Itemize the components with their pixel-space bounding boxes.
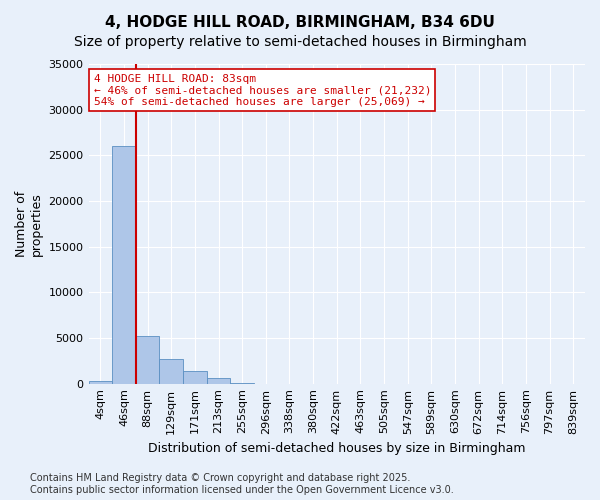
Bar [112, 146, 136, 384]
Bar [89, 381, 112, 384]
Text: 4 HODGE HILL ROAD: 83sqm
← 46% of semi-detached houses are smaller (21,232)
54% : 4 HODGE HILL ROAD: 83sqm ← 46% of semi-d… [94, 74, 431, 107]
Bar [230, 383, 254, 384]
Bar [183, 371, 207, 384]
Bar [207, 378, 230, 384]
X-axis label: Distribution of semi-detached houses by size in Birmingham: Distribution of semi-detached houses by … [148, 442, 526, 455]
Text: Size of property relative to semi-detached houses in Birmingham: Size of property relative to semi-detach… [74, 35, 526, 49]
Bar [160, 359, 183, 384]
Y-axis label: Number of
properties: Number of properties [15, 190, 43, 257]
Bar [136, 336, 160, 384]
Text: Contains HM Land Registry data © Crown copyright and database right 2025.
Contai: Contains HM Land Registry data © Crown c… [30, 474, 454, 495]
Text: 4, HODGE HILL ROAD, BIRMINGHAM, B34 6DU: 4, HODGE HILL ROAD, BIRMINGHAM, B34 6DU [105, 15, 495, 30]
